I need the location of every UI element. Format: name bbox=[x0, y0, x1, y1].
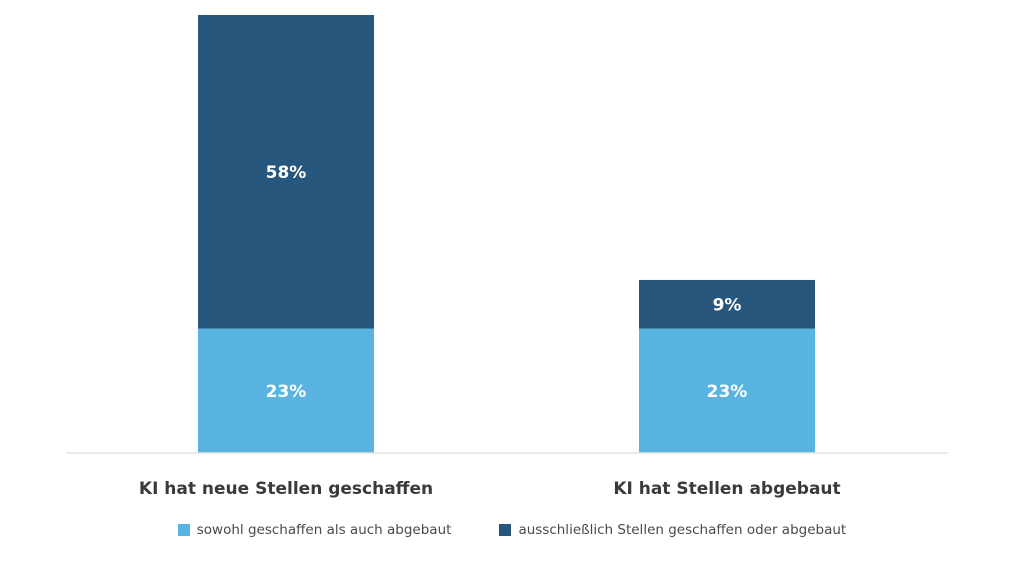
bar-segment-1-series-1 bbox=[198, 328, 374, 453]
legend-item-1: sowohl geschaffen als auch abgebaut bbox=[177, 522, 452, 538]
legend-swatch-1 bbox=[177, 524, 190, 536]
bar-segment-1-series-2 bbox=[198, 15, 374, 329]
bar-segment-2-series-2 bbox=[639, 279, 815, 329]
category-labels: KI hat neue Stellen geschaffen KI hat Ste… bbox=[139, 479, 841, 499]
category-label-2: KI hat Stellen abgebaut bbox=[613, 479, 840, 499]
data-label-2-series-1: 23% bbox=[707, 382, 748, 402]
bars-group: 23% 58% 23% 9% bbox=[198, 15, 815, 453]
legend-label-2: ausschließlich Stellen geschaffen oder a… bbox=[518, 522, 847, 538]
legend: sowohl geschaffen als auch abgebaut aussc… bbox=[0, 522, 1024, 538]
data-label-1-series-2: 58% bbox=[266, 163, 307, 183]
data-label-2-series-2: 9% bbox=[713, 295, 742, 315]
category-label-1: KI hat neue Stellen geschaffen bbox=[139, 479, 433, 499]
legend-swatch-2 bbox=[499, 524, 512, 536]
legend-label-1: sowohl geschaffen als auch abgebaut bbox=[196, 522, 452, 538]
data-label-1-series-1: 23% bbox=[266, 382, 307, 402]
bar-segment-2-series-1 bbox=[639, 328, 815, 453]
legend-item-2: ausschließlich Stellen geschaffen oder a… bbox=[499, 522, 846, 538]
